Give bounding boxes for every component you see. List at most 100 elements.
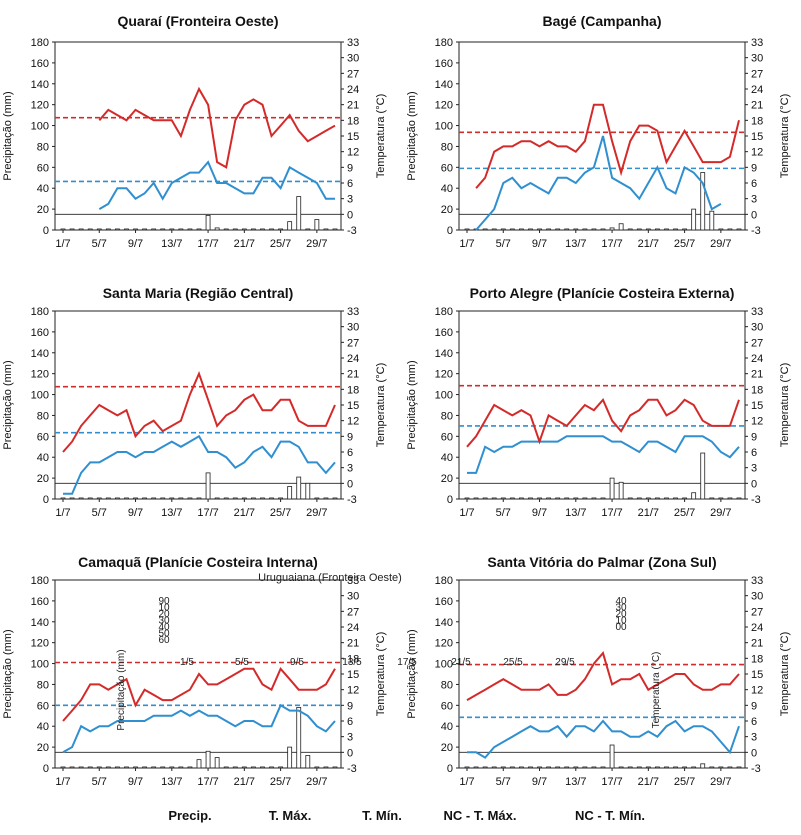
tmax-series-line xyxy=(62,370,336,453)
x-tick-label: 29/7 xyxy=(306,238,327,250)
y-right-tick-label: 3 xyxy=(347,732,353,744)
overlay-num-stack: 20 xyxy=(158,609,170,620)
precip-bar xyxy=(196,759,202,769)
overlay-date-label: 25/5 xyxy=(503,657,523,668)
precip-bar xyxy=(627,497,633,500)
chart-panel: Quaraí (Fronteira Oeste)0204060801001201… xyxy=(2,13,387,250)
y-left-tick-label: 100 xyxy=(435,659,453,671)
precip-bar xyxy=(609,744,615,769)
precip-bar xyxy=(250,228,256,231)
y-right-tick-label: 21 xyxy=(347,100,359,112)
y-right-tick-label: 3 xyxy=(751,463,757,475)
precip-bar xyxy=(178,228,184,231)
y-right-tick-label: 0 xyxy=(751,747,757,759)
precip-bar xyxy=(260,228,265,231)
overlay-num-stack: 10 xyxy=(158,603,170,614)
y-right-tick-label: 9 xyxy=(347,700,353,712)
precip-bar xyxy=(700,452,706,500)
precip-bar xyxy=(655,228,660,231)
x-tick-label: 29/7 xyxy=(710,507,731,519)
y-left-tick-label: 40 xyxy=(37,183,49,195)
y-left-tick-label: 80 xyxy=(441,410,453,422)
y-left-tick-label: 0 xyxy=(43,763,49,775)
y-left-tick-label: 60 xyxy=(441,431,453,443)
y-right-tick-label: 33 xyxy=(347,37,359,49)
tmin-series-line xyxy=(467,719,740,759)
precip-bar xyxy=(169,228,175,231)
y-left-tick-label: 40 xyxy=(441,183,453,195)
y-right-tick-label: 30 xyxy=(751,322,763,334)
overlay-date-label: 5/5 xyxy=(235,657,249,668)
precip-bar xyxy=(142,497,148,500)
precip-bar xyxy=(718,497,724,500)
precip-bar xyxy=(124,228,129,231)
precip-bar xyxy=(636,766,642,769)
precip-bar xyxy=(609,477,615,500)
precip-bar xyxy=(727,766,733,769)
precip-bar xyxy=(546,766,551,769)
precip-bar xyxy=(582,228,588,231)
y-right-tick-label: -3 xyxy=(751,494,761,506)
precip-bar xyxy=(60,766,66,769)
precip-bar xyxy=(491,766,497,769)
precip-bar xyxy=(500,497,506,500)
y-left-tick-label: 120 xyxy=(435,100,453,112)
overlay-date-label: 29/5 xyxy=(555,657,575,668)
overlay-date-label: 1/5 xyxy=(180,657,194,668)
y-axis-label-right: Temperatura (°C) xyxy=(375,363,387,447)
precip-bar xyxy=(645,228,651,231)
y-right-tick-label: 0 xyxy=(751,209,757,221)
legend-label: T. Mín. xyxy=(362,808,402,823)
y-right-tick-label: 3 xyxy=(751,194,757,206)
precip-bar xyxy=(618,481,624,500)
precip-bar xyxy=(473,497,479,500)
y-left-tick-label: 0 xyxy=(43,225,49,237)
precip-bar xyxy=(205,472,211,500)
tmax-series-line xyxy=(466,397,740,448)
precip-bar xyxy=(124,497,129,500)
y-right-tick-label: 30 xyxy=(347,53,359,65)
precip-bar xyxy=(573,766,579,769)
x-tick-label: 21/7 xyxy=(638,776,659,788)
precip-bar xyxy=(96,766,102,769)
y-left-tick-label: 140 xyxy=(31,348,49,360)
precip-bar xyxy=(105,497,111,500)
x-tick-label: 1/7 xyxy=(459,238,474,250)
overlay-num-stack: 40 xyxy=(615,596,627,607)
precip-bar xyxy=(664,497,669,500)
precip-bar xyxy=(151,766,157,769)
x-tick-label: 13/7 xyxy=(161,507,182,519)
y-left-tick-label: 40 xyxy=(37,452,49,464)
y-right-tick-label: 9 xyxy=(751,431,757,443)
y-left-tick-label: 100 xyxy=(435,390,453,402)
precip-bar xyxy=(564,228,570,231)
y-right-tick-label: 27 xyxy=(347,606,359,618)
precip-bar xyxy=(314,219,320,231)
x-tick-label: 21/7 xyxy=(234,776,255,788)
precip-bar xyxy=(260,497,265,500)
legend: Precip. T. Máx. T. Mín. NC - T. Máx. NC - T.… xyxy=(168,808,645,823)
x-tick-label: 17/7 xyxy=(197,238,218,250)
y-right-tick-label: 30 xyxy=(751,591,763,603)
precip-bar xyxy=(491,497,497,500)
overlay-artifacts: Uruguaiana (Fronteira Oeste) Precipitação… xyxy=(116,572,662,731)
chart-panel: Santa Vitória do Palmar (Zona Sul) 0 20 40 6… xyxy=(406,554,791,788)
precip-bar xyxy=(700,172,706,231)
precip-bar xyxy=(187,766,193,769)
y-left-tick-label: 80 xyxy=(37,141,49,153)
precip-bar xyxy=(555,766,561,769)
y-right-tick-label: 33 xyxy=(751,37,763,49)
precip-bar xyxy=(673,766,678,769)
overlay-num-stack: 40 xyxy=(158,622,170,633)
panel-title: Santa Maria (Região Central) xyxy=(103,285,294,301)
precip-bar xyxy=(250,497,256,500)
precip-bar xyxy=(645,766,651,769)
y-left-tick-label: 60 xyxy=(37,431,49,443)
y-axis-label-left: Precipitação (mm) xyxy=(2,360,14,449)
x-tick-label: 25/7 xyxy=(270,507,291,519)
y-axis-label-right: Temperatura (°C) xyxy=(779,632,791,716)
y-right-tick-label: 12 xyxy=(751,416,763,428)
precip-bar xyxy=(700,763,706,769)
x-tick-label: 13/7 xyxy=(565,776,586,788)
